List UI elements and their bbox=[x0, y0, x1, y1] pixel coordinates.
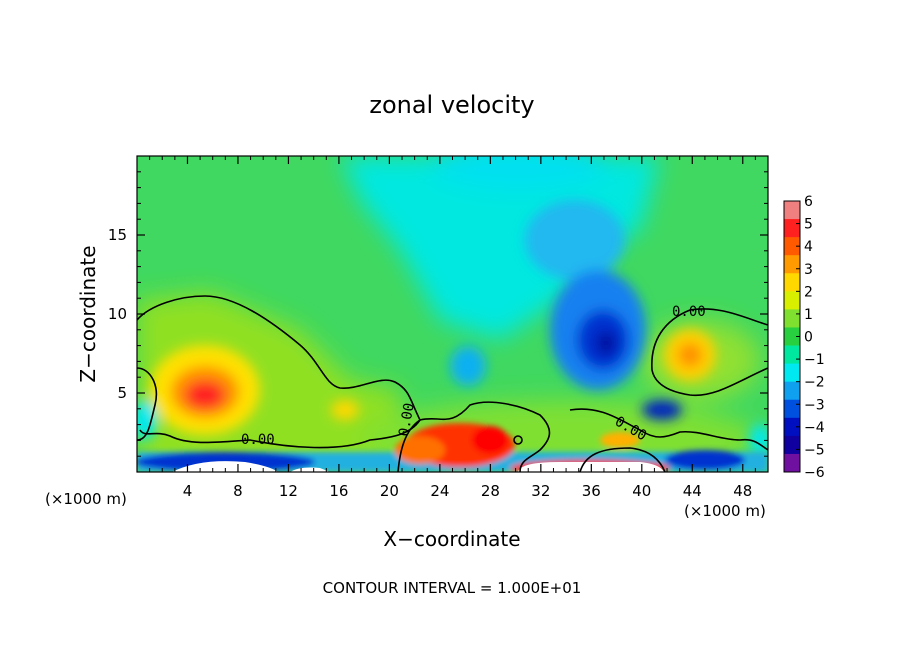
colorbar-tick-label: 1 bbox=[804, 307, 813, 323]
x-tick-label: 32 bbox=[531, 482, 550, 500]
contour-line-bottom-right bbox=[579, 447, 666, 472]
x-tick-label: 24 bbox=[430, 482, 449, 500]
y-axis: 5 10 15 bbox=[108, 171, 768, 457]
colorbar-tick-label: −4 bbox=[804, 420, 825, 436]
colorbar-swatch bbox=[784, 219, 800, 238]
x-tick-label: 44 bbox=[683, 482, 702, 500]
x-tick-label: 28 bbox=[481, 482, 500, 500]
x-unit-label-right: (×1000 m) bbox=[684, 502, 766, 520]
colorbar-tick-label: 2 bbox=[804, 284, 813, 300]
contour-label-left: 0.00 bbox=[241, 432, 275, 448]
colorbar-tick-label: 3 bbox=[804, 262, 813, 278]
x-axis: 4 8 12 16 20 24 28 32 36 40 44 48 bbox=[149, 156, 756, 500]
colorbar-swatch bbox=[784, 363, 800, 383]
x-tick-label: 16 bbox=[329, 482, 348, 500]
colorbar-tick-label: −6 bbox=[804, 465, 825, 481]
contour-line-lower-left bbox=[137, 367, 157, 441]
x-tick-label: 4 bbox=[183, 482, 193, 500]
colorbar-tick-label: 6 bbox=[804, 194, 813, 210]
contour-label-right-top: 0.00 bbox=[672, 304, 706, 320]
contour-labels: 0.00 0.00 0.00 0.00 bbox=[241, 304, 706, 448]
contour-interval-note: CONTOUR INTERVAL = 1.000E+01 bbox=[323, 579, 582, 597]
contour-line-left bbox=[137, 295, 421, 449]
colorbar-swatch bbox=[784, 309, 800, 328]
zero-contours bbox=[137, 295, 768, 472]
colorbar-tick-label: 0 bbox=[804, 330, 813, 346]
colorbar-swatch bbox=[784, 255, 800, 274]
y-tick-label: 5 bbox=[117, 384, 127, 402]
colorbar-tick-label: −1 bbox=[804, 352, 825, 368]
colorbar-swatch bbox=[784, 453, 800, 473]
x-tick-label: 36 bbox=[582, 482, 601, 500]
colorbar-tick-label: 4 bbox=[804, 239, 813, 255]
x-tick-label: 8 bbox=[233, 482, 243, 500]
y-tick-label: 15 bbox=[108, 226, 127, 244]
x-tick-label: 48 bbox=[733, 482, 752, 500]
contour-line-right bbox=[651, 308, 768, 397]
colorbar-tick-label: −5 bbox=[804, 442, 825, 458]
colorbar-swatch bbox=[784, 399, 800, 419]
y-tick-label: 10 bbox=[108, 305, 127, 323]
colorbar-swatch bbox=[784, 273, 800, 292]
colorbar-swatch bbox=[784, 291, 800, 310]
colorbar-swatch bbox=[784, 201, 800, 220]
x-tick-label: 40 bbox=[632, 482, 651, 500]
x-axis-label: X−coordinate bbox=[383, 527, 520, 551]
chart-title: zonal velocity bbox=[369, 91, 534, 119]
x-tick-label: 20 bbox=[380, 482, 399, 500]
contour-line-center bbox=[397, 401, 551, 472]
contour-small-loop bbox=[513, 435, 523, 445]
colorbar-swatch bbox=[784, 381, 800, 401]
colorbar-swatch bbox=[784, 345, 800, 364]
colorbar-swatch bbox=[784, 435, 800, 455]
colorbar-tick-label: −2 bbox=[804, 375, 825, 391]
x-tick-label: 12 bbox=[279, 482, 298, 500]
colorbar-swatch bbox=[784, 237, 800, 256]
velocity-field bbox=[137, 156, 768, 472]
y-axis-label: Z−coordinate bbox=[76, 245, 100, 382]
colorbar-swatch bbox=[784, 327, 800, 346]
contour-label-center: 0.00 bbox=[396, 402, 418, 438]
x-unit-label-left: (×1000 m) bbox=[45, 490, 127, 508]
contour-line-lower-right bbox=[569, 408, 768, 451]
colorbar-tick-label: 5 bbox=[804, 217, 813, 233]
colorbar: 6 5 4 3 2 1 0 −1 −2 −3 −4 −5 −6 bbox=[783, 194, 825, 481]
colorbar-swatch bbox=[784, 417, 800, 437]
colorbar-tick-label: −3 bbox=[804, 397, 825, 413]
